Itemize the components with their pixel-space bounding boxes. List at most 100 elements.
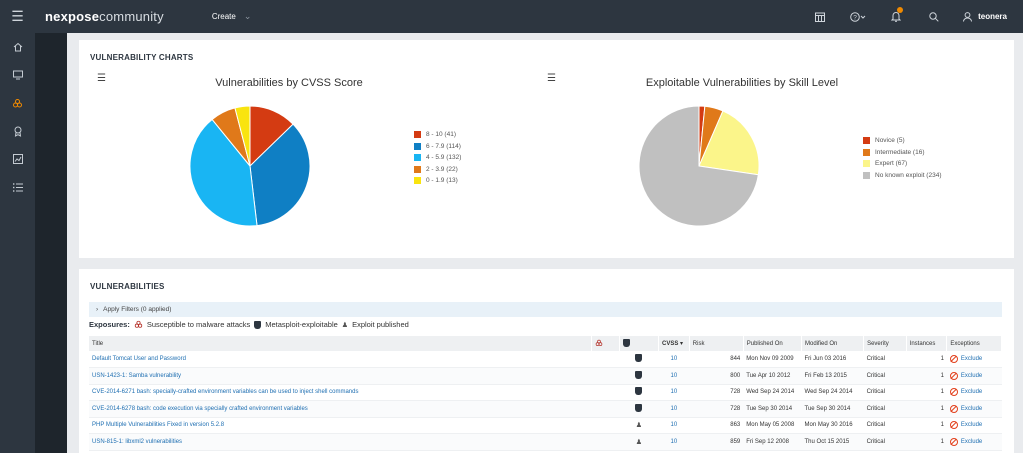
legend-item[interactable]: Expert (67) (863, 158, 941, 170)
list-icon[interactable] (0, 173, 35, 201)
column-risk[interactable]: Risk (689, 336, 744, 351)
legend-item[interactable]: 0 - 1.9 (13) (414, 175, 461, 187)
column-severity[interactable]: Severity (863, 336, 907, 351)
legend-item[interactable]: 2 - 3.9 (22) (414, 164, 461, 176)
apply-filters-label: Apply Filters (0 applied) (103, 306, 172, 313)
cvss-link[interactable]: 10 (670, 405, 678, 412)
exclude-label: Exclude (960, 356, 983, 362)
legend-item[interactable]: 4 - 5.9 (132) (414, 152, 461, 164)
severity-cell: Critical (863, 400, 907, 418)
severity-cell: Critical (863, 351, 907, 368)
cvss-pie-chart (189, 105, 311, 227)
legend-label: No known exploit (234) (875, 171, 942, 179)
vulnerabilities-biohazard-icon[interactable] (0, 89, 35, 117)
user-icon (963, 11, 973, 22)
legend-item[interactable]: Intermediate (16) (863, 147, 941, 159)
legend-item[interactable]: 8 - 10 (41) (414, 129, 461, 141)
create-menu[interactable]: Create ⌄ (212, 11, 252, 22)
home-icon[interactable] (0, 33, 35, 61)
pie-slice[interactable] (698, 110, 760, 176)
menu-icon[interactable]: ☰ (11, 8, 24, 24)
notification-badge (897, 7, 904, 13)
pie-slice[interactable] (638, 105, 759, 227)
table-row[interactable]: USN-815-1: libxml2 vulnerabilities ♟ 10 859… (89, 433, 1002, 451)
exclude-button[interactable]: Exclude (949, 355, 999, 363)
severity-cell: Critical (863, 417, 907, 434)
user-name: teonera (978, 12, 1007, 21)
vuln-title-link[interactable]: USN-1423-1: Samba vulnerability (92, 372, 182, 379)
notification-bell-icon[interactable] (877, 0, 915, 33)
exceptions-cell: Exclude (946, 417, 1002, 434)
vuln-title-link[interactable]: PHP Multiple Vulnerabilities Fixed in ve… (92, 422, 225, 429)
reports-chart-icon[interactable] (0, 145, 35, 173)
apply-filters-bar[interactable]: › Apply Filters (0 applied) (89, 302, 1002, 317)
skill-legend: Novice (5) Intermediate (16) Expert (67) No… (863, 135, 941, 181)
pie-slice[interactable] (249, 123, 311, 227)
exceptions-cell: Exclude (946, 351, 1002, 368)
malware-cell (591, 433, 620, 451)
exclude-button[interactable]: Exclude (949, 404, 999, 413)
exclude-button[interactable]: Exclude (949, 371, 999, 380)
legend-item[interactable]: No known exploit (234) (863, 170, 941, 182)
calendar-icon[interactable] (801, 0, 839, 33)
cvss-cell: 10 (658, 367, 690, 385)
brand-logo[interactable]: nexposecommunity (45, 9, 164, 24)
search-icon[interactable] (915, 0, 953, 33)
vuln-title-link[interactable]: CVE-2014-6278 bash: code execution via s… (92, 405, 308, 412)
table-row[interactable]: Default Tomcat User and Password 10 844 Mon… (89, 351, 1002, 368)
table-row[interactable]: PHP Multiple Vulnerabilities Fixed in ve… (89, 417, 1002, 434)
table-row[interactable]: USN-1423-1: Samba vulnerability 10 800 Tue … (89, 367, 1002, 385)
vuln-title-link[interactable]: USN-815-1: libxml2 vulnerabilities (92, 438, 183, 445)
column-malware[interactable] (591, 336, 620, 351)
pie-slice[interactable] (189, 118, 258, 227)
exclude-button[interactable]: Exclude (949, 421, 999, 430)
cvss-cell: 10 (658, 384, 690, 401)
malware-cell (591, 351, 620, 368)
cvss-link[interactable]: 10 (670, 356, 678, 362)
legend-label: 8 - 10 (41) (426, 131, 456, 139)
exceptions-cell: Exclude (946, 433, 1002, 451)
assets-monitor-icon[interactable] (0, 61, 35, 89)
help-icon[interactable]: ? (839, 0, 877, 33)
chevron-down-icon: ⌄ (243, 11, 252, 21)
legend-swatch (414, 165, 421, 173)
legend-item[interactable]: 6 - 7.9 (114) (414, 141, 461, 153)
cvss-link[interactable]: 10 (670, 372, 678, 379)
exclude-button[interactable]: Exclude (949, 388, 999, 397)
exclude-button[interactable]: Exclude (949, 437, 999, 446)
legend-label: 0 - 1.9 (13) (426, 177, 458, 185)
vuln-title-cell: PHP Multiple Vulnerabilities Fixed in ve… (89, 417, 592, 434)
modified-cell: Fri Jun 03 2016 (801, 351, 864, 368)
exploit-published-icon: ♟ (635, 438, 643, 446)
cvss-link[interactable]: 10 (670, 422, 678, 429)
user-menu[interactable]: teonera (953, 11, 1023, 22)
column-exploit[interactable] (619, 336, 660, 351)
instances-cell: 1 (906, 384, 947, 401)
vuln-title-link[interactable]: Default Tomcat User and Password (92, 356, 186, 362)
column-instances[interactable]: Instances (906, 336, 948, 351)
column-published[interactable]: Published On (743, 336, 803, 351)
column-cvss[interactable]: CVSS ▾ (658, 336, 690, 351)
cvss-link[interactable]: 10 (670, 389, 678, 396)
pie-slice[interactable] (234, 105, 251, 167)
vuln-title-link[interactable]: CVE-2014-6271 bash: specially-crafted en… (92, 389, 359, 396)
risk-cell: 728 (689, 400, 744, 418)
column-exceptions[interactable]: Exceptions (946, 336, 1002, 351)
exploit-published-icon: ♟ (341, 321, 349, 329)
column-title[interactable]: Title (89, 336, 593, 351)
legend-label: 2 - 3.9 (22) (426, 165, 458, 173)
instances-cell: 1 (906, 433, 947, 451)
column-modified[interactable]: Modified On (801, 336, 865, 351)
legend-item[interactable]: Novice (5) (863, 135, 941, 147)
policies-ribbon-icon[interactable] (0, 117, 35, 145)
cvss-link[interactable]: 10 (670, 438, 678, 445)
instances-cell: 1 (906, 351, 947, 368)
malware-cell (591, 384, 620, 401)
chart-menu-icon[interactable]: ☰ (97, 73, 106, 84)
risk-cell: 800 (689, 367, 744, 385)
chart-menu-icon[interactable]: ☰ (547, 73, 556, 84)
table-row[interactable]: CVE-2014-6271 bash: specially-crafted en… (89, 384, 1002, 401)
vuln-title-cell: USN-815-1: libxml2 vulnerabilities (89, 433, 592, 451)
table-row[interactable]: CVE-2014-6278 bash: code execution via s… (89, 400, 1002, 418)
legend-swatch (414, 177, 421, 185)
